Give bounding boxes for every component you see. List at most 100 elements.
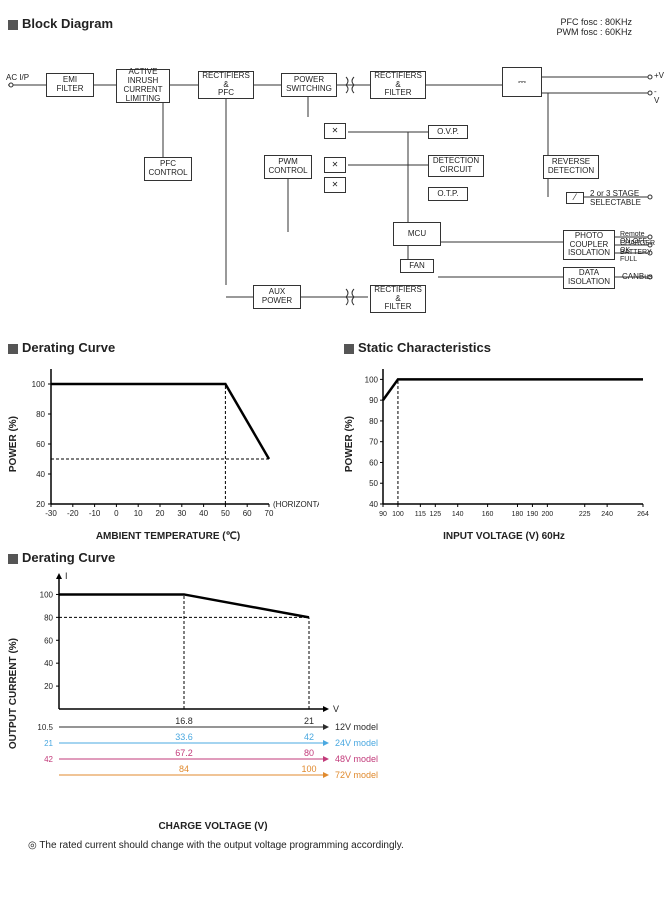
- svg-text:264: 264: [637, 511, 649, 518]
- mcu-block: MCU: [393, 222, 441, 246]
- otp-block: O.T.P.: [428, 187, 468, 201]
- svg-text:72V model: 72V model: [335, 770, 378, 780]
- svg-text:-30: -30: [45, 509, 57, 518]
- svg-text:200: 200: [542, 511, 554, 518]
- svg-text:80: 80: [369, 417, 378, 426]
- chart3-ylabel: OUTPUT CURRENT (%): [8, 638, 19, 749]
- svg-text:60: 60: [369, 458, 378, 467]
- derate1-title-text: Derating Curve: [22, 340, 115, 355]
- svg-text:80: 80: [304, 748, 314, 758]
- chart3-xlabel: CHARGE VOLTAGE (V): [38, 821, 388, 832]
- svg-text:21: 21: [44, 739, 53, 748]
- footnote: ◎ The rated current should change with t…: [28, 840, 662, 851]
- derating-chart-1: -30-20-1001020304050607020406080100(HORI…: [19, 359, 319, 529]
- pwm-control-block: PWMCONTROL: [264, 155, 312, 179]
- detection-block: DETECTIONCIRCUIT: [428, 155, 484, 177]
- svg-text:90: 90: [369, 396, 378, 405]
- ac-ip-label: AC I/P: [6, 73, 29, 82]
- block-diagram: AC I/P EMIFILTER ACTIVEINRUSHCURRENTLIMI…: [8, 37, 658, 322]
- svg-text:(HORIZONTAL): (HORIZONTAL): [273, 500, 319, 509]
- svg-text:40: 40: [44, 659, 53, 668]
- static-title-text: Static Characteristics: [358, 340, 491, 355]
- svg-text:90: 90: [379, 511, 387, 518]
- svg-text:80: 80: [44, 613, 53, 622]
- svg-text:70: 70: [265, 509, 274, 518]
- vplus-label: +V: [654, 71, 664, 80]
- aux-power-block: AUXPOWER: [253, 285, 301, 309]
- svg-text:48V model: 48V model: [335, 754, 378, 764]
- svg-text:-20: -20: [67, 509, 79, 518]
- svg-text:190: 190: [527, 511, 539, 518]
- svg-text:100: 100: [32, 380, 46, 389]
- svg-text:42: 42: [44, 755, 53, 764]
- svg-text:10: 10: [134, 509, 143, 518]
- pfc-control-block: PFCCONTROL: [144, 157, 192, 181]
- opto3-block: ✕: [324, 177, 346, 193]
- chart2-ylabel: POWER (%): [344, 416, 355, 472]
- svg-text:84: 84: [179, 764, 189, 774]
- svg-text:20: 20: [36, 500, 45, 509]
- svg-text:24V model: 24V model: [335, 738, 378, 748]
- svg-text:240: 240: [601, 511, 613, 518]
- static-chart: 9010011512514016018019020022524026440506…: [355, 359, 655, 529]
- svg-text:40: 40: [369, 500, 378, 509]
- svg-text:40: 40: [199, 509, 208, 518]
- svg-text:100: 100: [365, 375, 379, 384]
- svg-text:67.2: 67.2: [175, 748, 193, 758]
- svg-text:33.6: 33.6: [175, 732, 193, 742]
- reverse-det-block: REVERSEDETECTION: [543, 155, 599, 179]
- chart1-ylabel: POWER (%): [8, 416, 19, 472]
- svg-text:115: 115: [415, 511, 426, 518]
- inrush-block: ACTIVEINRUSHCURRENTLIMITING: [116, 69, 170, 103]
- svg-text:125: 125: [429, 511, 441, 518]
- svg-text:30: 30: [177, 509, 186, 518]
- switch-block: ⁄: [566, 192, 584, 204]
- derate2-title-text: Derating Curve: [22, 550, 115, 565]
- svg-text:160: 160: [482, 511, 494, 518]
- derate1-title: Derating Curve: [8, 340, 328, 355]
- svg-text:50: 50: [221, 509, 230, 518]
- fan-block: FAN: [400, 259, 434, 273]
- static-title: Static Characteristics: [344, 340, 664, 355]
- svg-text:80: 80: [36, 410, 45, 419]
- stage-label: 2 or 3 STAGESELECTABLE: [590, 189, 660, 207]
- vminus-label: -V: [654, 87, 659, 105]
- rect-pfc-block: RECTIFIERS&PFC: [198, 71, 254, 99]
- svg-text:100: 100: [301, 764, 316, 774]
- svg-text:60: 60: [243, 509, 252, 518]
- ovp-block: O.V.P.: [428, 125, 468, 139]
- rect-filter2-block: RECTIFIERS&FILTER: [370, 285, 426, 313]
- svg-text:50: 50: [369, 479, 378, 488]
- data-iso-block: DATAISOLATION: [563, 267, 615, 289]
- power-sw-block: POWERSWITCHING: [281, 73, 337, 97]
- section-block-title-text: Block Diagram: [22, 16, 113, 31]
- svg-text:V: V: [333, 704, 339, 714]
- svg-text:16.8: 16.8: [175, 716, 193, 726]
- svg-text:70: 70: [369, 438, 378, 447]
- svg-text:12V model: 12V model: [335, 722, 378, 732]
- photo-coupler-block: PHOTOCOUPLERISOLATION: [563, 230, 615, 260]
- chart2-xlabel: INPUT VOLTAGE (V) 60Hz: [344, 531, 664, 542]
- rect-filter1-block: RECTIFIERS&FILTER: [370, 71, 426, 99]
- svg-text:42: 42: [304, 732, 314, 742]
- svg-text:40: 40: [36, 470, 45, 479]
- svg-text:225: 225: [579, 511, 591, 518]
- svg-text:0: 0: [114, 509, 119, 518]
- svg-text:100: 100: [40, 590, 54, 599]
- svg-text:21: 21: [304, 716, 314, 726]
- svg-text:-10: -10: [89, 509, 101, 518]
- opto1-block: ✕: [324, 123, 346, 139]
- relay-block: ⎓: [502, 67, 542, 97]
- svg-text:I: I: [65, 571, 68, 581]
- svg-text:180: 180: [512, 511, 524, 518]
- svg-text:60: 60: [44, 636, 53, 645]
- emi-filter-block: EMIFILTER: [46, 73, 94, 97]
- opto2-block: ✕: [324, 157, 346, 173]
- svg-text:20: 20: [156, 509, 165, 518]
- svg-text:10.5: 10.5: [37, 723, 53, 732]
- chart1-xlabel: AMBIENT TEMPERATURE (℃): [8, 531, 328, 542]
- batt-label: BATTERY FULL: [620, 249, 658, 263]
- derating-chart-2: I V 20 40 60 80 100 10.5 16.8 21 12V model 21 33.6 42…: [19, 569, 379, 819]
- svg-text:20: 20: [44, 682, 53, 691]
- canbus-label: CANBus: [622, 272, 653, 281]
